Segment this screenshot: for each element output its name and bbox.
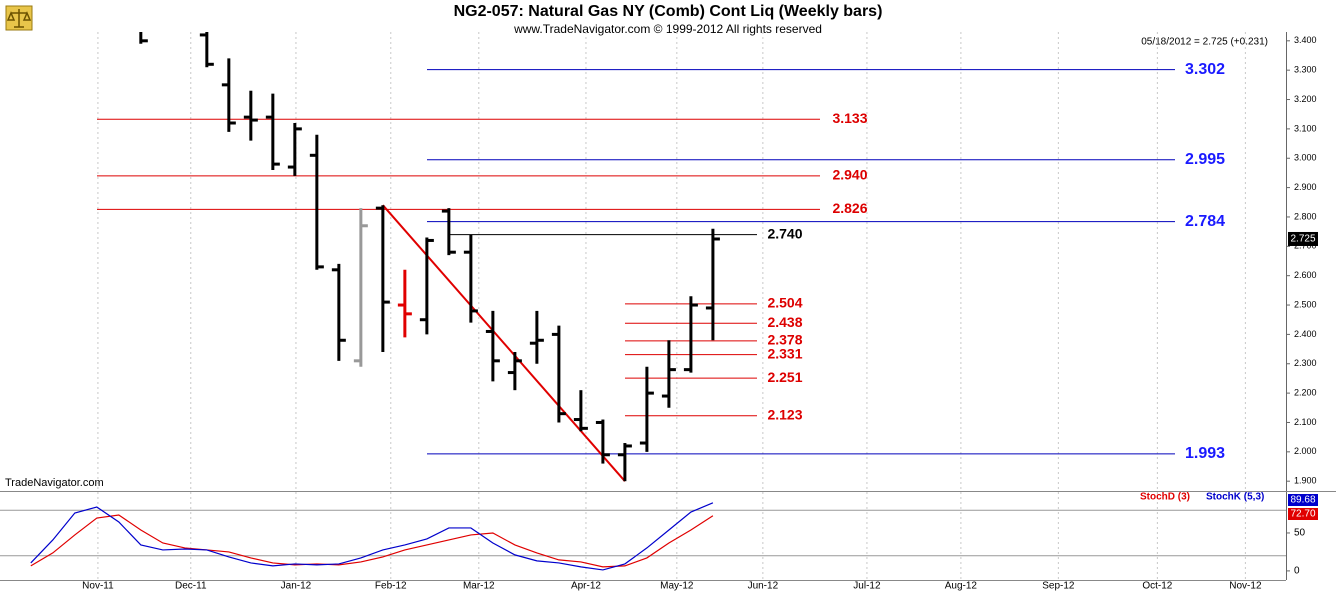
logo <box>5 5 33 31</box>
x-tick-label: Jun-12 <box>748 581 779 592</box>
chart-title: NG2-057: Natural Gas NY (Comb) Cont Liq … <box>454 3 883 20</box>
level-label: 3.133 <box>832 110 867 126</box>
y-tick-label: 2.100 <box>1294 417 1317 427</box>
level-label: 2.826 <box>832 200 867 216</box>
x-tick-label: Feb-12 <box>375 581 407 592</box>
y-tick-label: 1.900 <box>1294 476 1317 486</box>
y-tick-label: 3.300 <box>1294 65 1317 75</box>
y-tick-label: 2.200 <box>1294 387 1317 397</box>
last-value-box <box>1288 494 1318 506</box>
watermark: TradeNavigator.com <box>5 477 104 489</box>
y-tick-label: 3.000 <box>1294 153 1317 163</box>
level-label: 2.438 <box>767 314 802 330</box>
y-tick-label: 3.100 <box>1294 123 1317 133</box>
stoch-panel <box>30 502 714 571</box>
y-tick-label: 2.300 <box>1294 358 1317 368</box>
x-tick-label: Jan-12 <box>281 581 312 592</box>
y-tick-label: 2.800 <box>1294 211 1317 221</box>
x-tick-label: May-12 <box>660 581 694 592</box>
logo-scales <box>6 9 32 28</box>
x-tick-label: Aug-12 <box>945 581 978 592</box>
level-label: 2.251 <box>767 369 802 385</box>
level-label: 2.504 <box>767 295 802 311</box>
y-tick-label: 3.400 <box>1294 35 1317 45</box>
y-tick-label: 2.900 <box>1294 182 1317 192</box>
x-tick-label: Mar-12 <box>463 581 495 592</box>
level-label: 3.302 <box>1185 61 1225 78</box>
level-label: 2.123 <box>767 406 802 422</box>
y-tick-label: 2.500 <box>1294 299 1317 309</box>
status-text: 05/18/2012 = 2.725 (+0.231) <box>1141 37 1268 48</box>
level-label: 2.940 <box>832 167 867 183</box>
y-tick-label: 50 <box>1294 528 1306 539</box>
x-tick-label: Dec-11 <box>175 581 207 592</box>
level-label: 2.740 <box>767 225 802 241</box>
legend-entry: StochK (5,3) <box>1206 492 1264 503</box>
y-tick-label: 3.200 <box>1294 94 1317 104</box>
legend-entry: StochD (3) <box>1140 492 1190 503</box>
trendline <box>382 204 626 482</box>
last-value-label: 72.70 <box>1290 509 1315 520</box>
y-tick-label: 0 <box>1294 566 1300 577</box>
last-value-label: 89.68 <box>1290 495 1315 506</box>
level-label: 1.993 <box>1185 445 1225 462</box>
level-label: 2.995 <box>1185 151 1225 168</box>
x-tick-label: Oct-12 <box>1142 581 1172 592</box>
y-tick-label: 2.000 <box>1294 446 1317 456</box>
y-tick-label: 2.400 <box>1294 329 1317 339</box>
x-tick-label: Nov-11 <box>82 581 114 592</box>
y-tick-label: 2.600 <box>1294 270 1317 280</box>
x-tick-label: Jul-12 <box>853 581 881 592</box>
labels: Nov-11 Dec-11 Jan-12 Feb-12 Mar-12 Apr-12 May-… <box>82 35 1318 592</box>
x-tick-label: Apr-12 <box>571 581 601 592</box>
x-tick-label: Nov-12 <box>1229 581 1262 592</box>
price-panel <box>97 32 1175 482</box>
level-label: 2.331 <box>767 345 802 361</box>
chart-subtitle: www.TradeNavigator.com © 1999-2012 All r… <box>513 22 822 36</box>
last-price-box <box>1288 231 1318 246</box>
stoch-line <box>30 502 714 571</box>
last-price-label: 2.725 <box>1290 234 1315 245</box>
stoch-line <box>30 514 714 568</box>
x-tick-label: Sep-12 <box>1042 581 1075 592</box>
last-value-box <box>1288 508 1318 520</box>
level-label: 2.378 <box>767 332 802 348</box>
grid <box>0 32 1286 580</box>
level-label: 2.784 <box>1185 213 1225 230</box>
